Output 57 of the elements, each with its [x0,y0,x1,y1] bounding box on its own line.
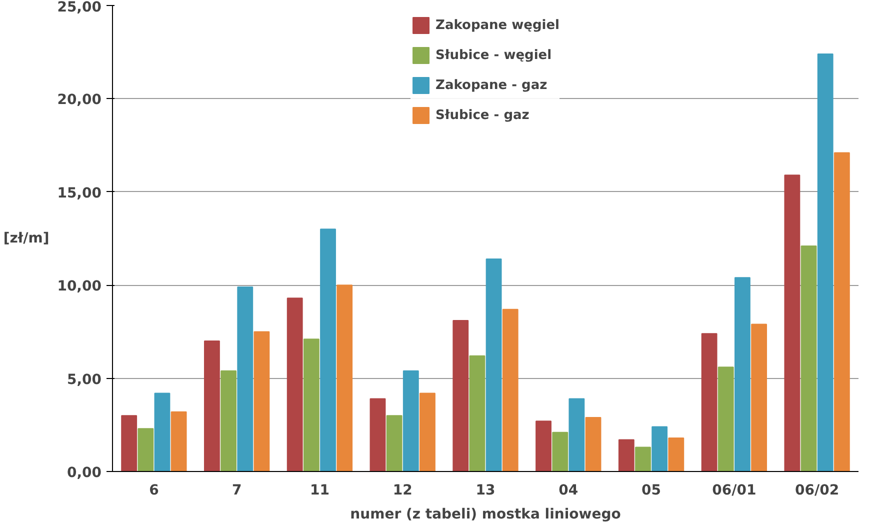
x-axis-title: numer (z tabeli) mostka liniowego [350,506,622,522]
bar [734,277,750,472]
bar [502,308,518,472]
y-axis-title: [zł/m] [3,230,50,246]
x-tick-label: 12 [392,482,412,498]
bar [585,416,602,472]
y-tick-label: 10,00 [57,278,102,295]
bar [701,333,718,472]
bar [469,355,486,472]
bar [303,338,320,472]
bar [121,415,138,472]
bar [486,258,502,472]
legend-label: Słubice - węgiel [436,48,552,62]
x-tick-label: 7 [232,482,242,498]
bar [254,331,270,472]
bar [370,398,386,472]
bar [286,298,303,472]
bar [800,245,817,472]
bar [817,53,834,472]
bar [452,320,469,472]
bar [204,340,220,472]
y-tick-label: 0,00 [66,465,102,481]
y-tick-label: 5,00 [66,372,102,388]
bar [320,228,336,472]
bar [336,284,353,472]
bar [718,366,734,472]
legend-label: Zakopane węgiel [436,18,560,32]
bar [668,437,684,472]
x-tick-label: 05 [642,482,662,498]
bar [138,428,154,472]
bar [652,426,668,472]
bar [536,420,552,472]
x-tick-label: 06/01 [712,482,756,498]
bar [402,370,419,472]
y-tick-label: 20,00 [57,92,102,108]
bar [386,415,402,472]
x-tick-label: 04 [558,482,578,498]
y-tick-label: 15,00 [57,185,102,202]
x-tick-label: 6 [149,482,159,498]
bar [751,324,767,472]
bar [552,432,568,472]
bar [618,439,634,472]
bar [237,286,254,472]
legend-label: Zakopane - gaz [436,78,548,92]
bar [568,398,585,472]
bar [420,392,436,472]
y-tick-label: 25,00 [57,0,102,16]
bar [834,152,850,472]
x-tick-label: 13 [476,482,496,498]
x-tick-label: 11 [310,482,330,498]
x-tick-label: 06/02 [795,482,840,498]
bar [220,370,237,472]
bar [784,174,800,472]
legend-label: Słubice - gaz [436,108,530,122]
bar [170,411,187,472]
bar [635,446,651,472]
bar [154,392,170,472]
